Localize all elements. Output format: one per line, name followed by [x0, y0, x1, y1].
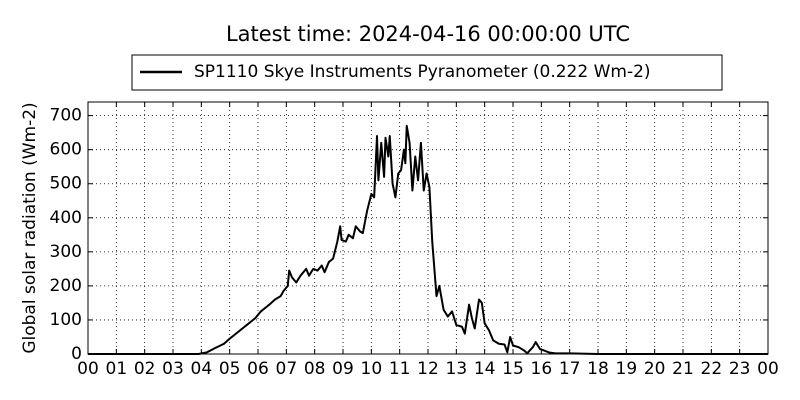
x-tick-label: 10: [361, 359, 383, 379]
x-tick-label: 22: [701, 359, 723, 379]
x-tick-label: 09: [332, 359, 354, 379]
y-tick-label: 700: [50, 106, 82, 126]
x-tick-label: 00: [757, 359, 779, 379]
x-tick-label: 02: [134, 359, 156, 379]
x-tick-label: 12: [417, 359, 439, 379]
x-tick-label: 15: [502, 359, 524, 379]
x-tick-label: 23: [729, 359, 751, 379]
y-tick-label: 100: [50, 310, 82, 330]
x-tick-label: 03: [162, 359, 184, 379]
x-tick-label: 08: [304, 359, 326, 379]
y-tick-label: 0: [71, 344, 82, 364]
chart-title: Latest time: 2024-04-16 00:00:00 UTC: [226, 22, 630, 46]
series-line: [88, 124, 768, 355]
x-tick-label: 13: [446, 359, 468, 379]
y-tick-label: 600: [50, 140, 82, 160]
y-tick-label: 200: [50, 276, 82, 296]
x-tick-label: 21: [672, 359, 694, 379]
y-tick-label: 500: [50, 174, 82, 194]
y-axis-label: Global solar radiation (Wm-2): [20, 102, 40, 353]
x-tick-label: 17: [559, 359, 581, 379]
legend-label: SP1110 Skye Instruments Pyranometer (0.2…: [194, 62, 651, 82]
x-tick-label: 06: [247, 359, 269, 379]
x-tick-label: 00: [77, 359, 99, 379]
x-tick-label: 11: [389, 359, 411, 379]
x-tick-label: 05: [219, 359, 241, 379]
x-tick-label: 14: [474, 359, 496, 379]
x-tick-label: 04: [191, 359, 213, 379]
x-tick-label: 18: [587, 359, 609, 379]
plot-frame: [87, 101, 769, 355]
y-tick-label: 300: [50, 242, 82, 262]
x-tick-label: 20: [644, 359, 666, 379]
x-tick-label: 07: [276, 359, 298, 379]
x-tick-label: 16: [531, 359, 553, 379]
x-tick-label: 19: [616, 359, 638, 379]
y-tick-label: 400: [50, 208, 82, 228]
legend-box: [131, 54, 723, 91]
x-tick-label: 01: [106, 359, 128, 379]
